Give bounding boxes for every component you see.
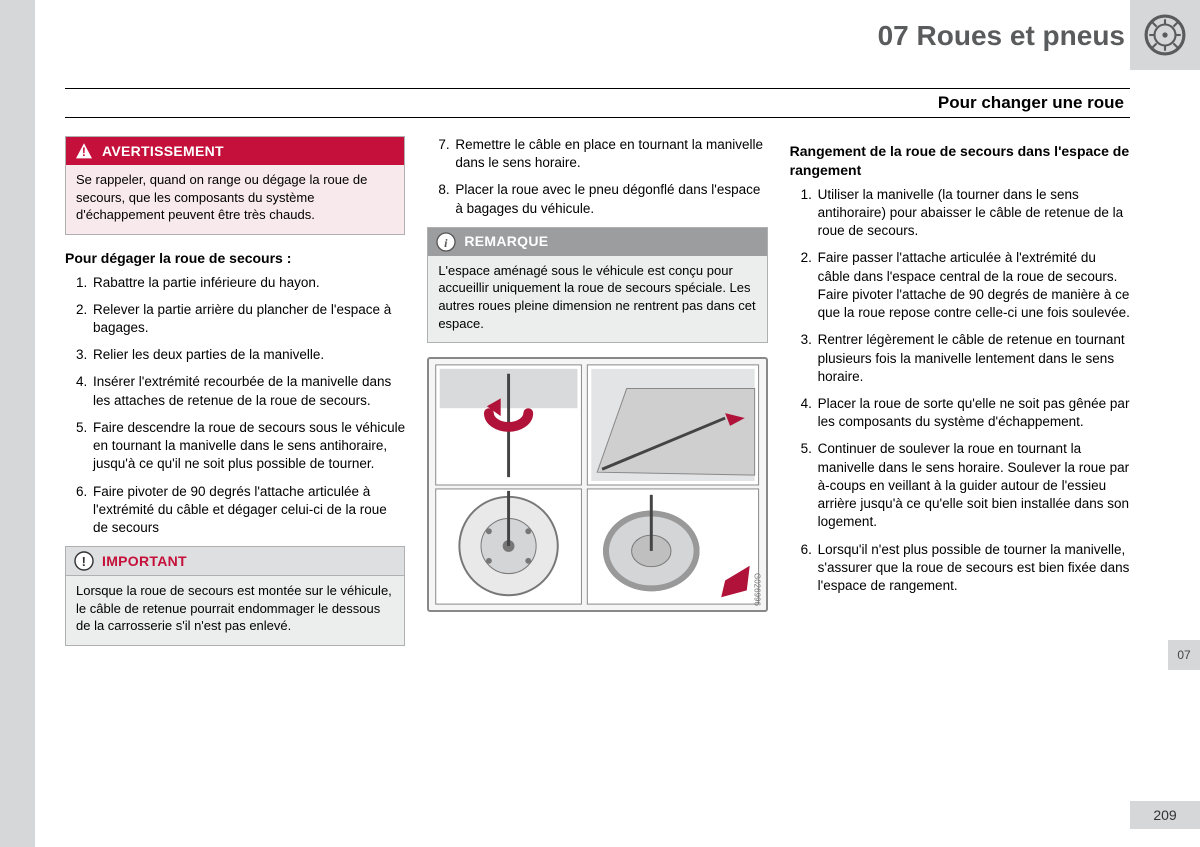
warning-callout: ! AVERTISSEMENT Se rappeler, quand on ra… xyxy=(65,136,405,235)
chapter-title: 07 Roues et pneus xyxy=(878,20,1125,52)
note-header: i REMARQUE xyxy=(428,228,766,256)
instruction-figure: G026996 xyxy=(427,357,767,612)
column-2: Remettre le câble en place en tournant l… xyxy=(427,136,767,660)
important-header: ! IMPORTANT xyxy=(65,546,405,576)
list-item: Relever la partie arrière du plancher de… xyxy=(91,301,405,337)
note-body: L'espace aménagé sous le véhicule est co… xyxy=(428,256,766,342)
steps-list-2: Utiliser la manivelle (la tourner dans l… xyxy=(790,186,1130,595)
list-item: Faire descendre la roue de secours sous … xyxy=(91,419,405,474)
list-item: Insérer l'extrémité recourbée de la mani… xyxy=(91,373,405,409)
section-title-bar: Pour changer une roue xyxy=(65,88,1130,118)
list-item: Faire pivoter de 90 degrés l'attache art… xyxy=(91,483,405,538)
svg-text:!: ! xyxy=(82,554,87,569)
chapter-header: 07 Roues et pneus xyxy=(35,0,1200,70)
list-item: Utiliser la manivelle (la tourner dans l… xyxy=(816,186,1130,241)
warning-triangle-icon: ! xyxy=(74,141,94,161)
list-item: Remettre le câble en place en tournant l… xyxy=(453,136,767,172)
steps-list-1-cont: Remettre le câble en place en tournant l… xyxy=(427,136,767,218)
chapter-icon-badge xyxy=(1130,0,1200,70)
note-callout: i REMARQUE L'espace aménagé sous le véhi… xyxy=(427,227,767,343)
list-item: Continuer de soulever la roue en tournan… xyxy=(816,440,1130,531)
column-3: Rangement de la roue de secours dans l'e… xyxy=(790,136,1130,660)
figure-code: G026996 xyxy=(751,573,762,606)
list-item: Relier les deux parties de la manivelle. xyxy=(91,346,405,364)
list-item: Placer la roue avec le pneu dégonflé dan… xyxy=(453,181,767,217)
procedure-heading-2: Rangement de la roue de secours dans l'e… xyxy=(790,142,1130,180)
section-title: Pour changer une roue xyxy=(938,93,1124,113)
svg-text:i: i xyxy=(445,236,449,250)
info-circle-icon: i xyxy=(436,232,456,252)
steps-list-1: Rabattre la partie inférieure du hayon. … xyxy=(65,274,405,538)
list-item: Placer la roue de sorte qu'elle ne soit … xyxy=(816,395,1130,431)
svg-text:!: ! xyxy=(82,145,86,159)
column-1: ! AVERTISSEMENT Se rappeler, quand on ra… xyxy=(65,136,405,660)
page: 07 Roues et pneus Pou xyxy=(0,0,1200,847)
list-item: Rentrer légèrement le câble de retenue e… xyxy=(816,331,1130,386)
tire-icon xyxy=(1144,14,1186,56)
important-callout: ! IMPORTANT Lorsque la roue de secours e… xyxy=(65,546,405,646)
list-item: Rabattre la partie inférieure du hayon. xyxy=(91,274,405,292)
warning-label: AVERTISSEMENT xyxy=(102,142,224,161)
list-item: Faire passer l'attache articulée à l'ext… xyxy=(816,249,1130,322)
content-columns: ! AVERTISSEMENT Se rappeler, quand on ra… xyxy=(65,136,1130,660)
page-number: 209 xyxy=(1130,801,1200,829)
list-item: Lorsqu'il n'est plus possible de tourner… xyxy=(816,541,1130,596)
warning-body: Se rappeler, quand on range ou dégage la… xyxy=(66,165,404,234)
chapter-number: 07 xyxy=(878,20,909,51)
chapter-side-tab: 07 xyxy=(1168,640,1200,670)
figure-illustration xyxy=(429,359,765,610)
note-label: REMARQUE xyxy=(464,232,548,251)
procedure-heading-1: Pour dégager la roue de secours : xyxy=(65,249,405,268)
important-body: Lorsque la roue de secours est montée su… xyxy=(65,576,405,646)
important-label: IMPORTANT xyxy=(102,552,187,571)
important-circle-icon: ! xyxy=(74,551,94,571)
chapter-name: Roues et pneus xyxy=(917,20,1125,51)
warning-header: ! AVERTISSEMENT xyxy=(66,137,404,165)
